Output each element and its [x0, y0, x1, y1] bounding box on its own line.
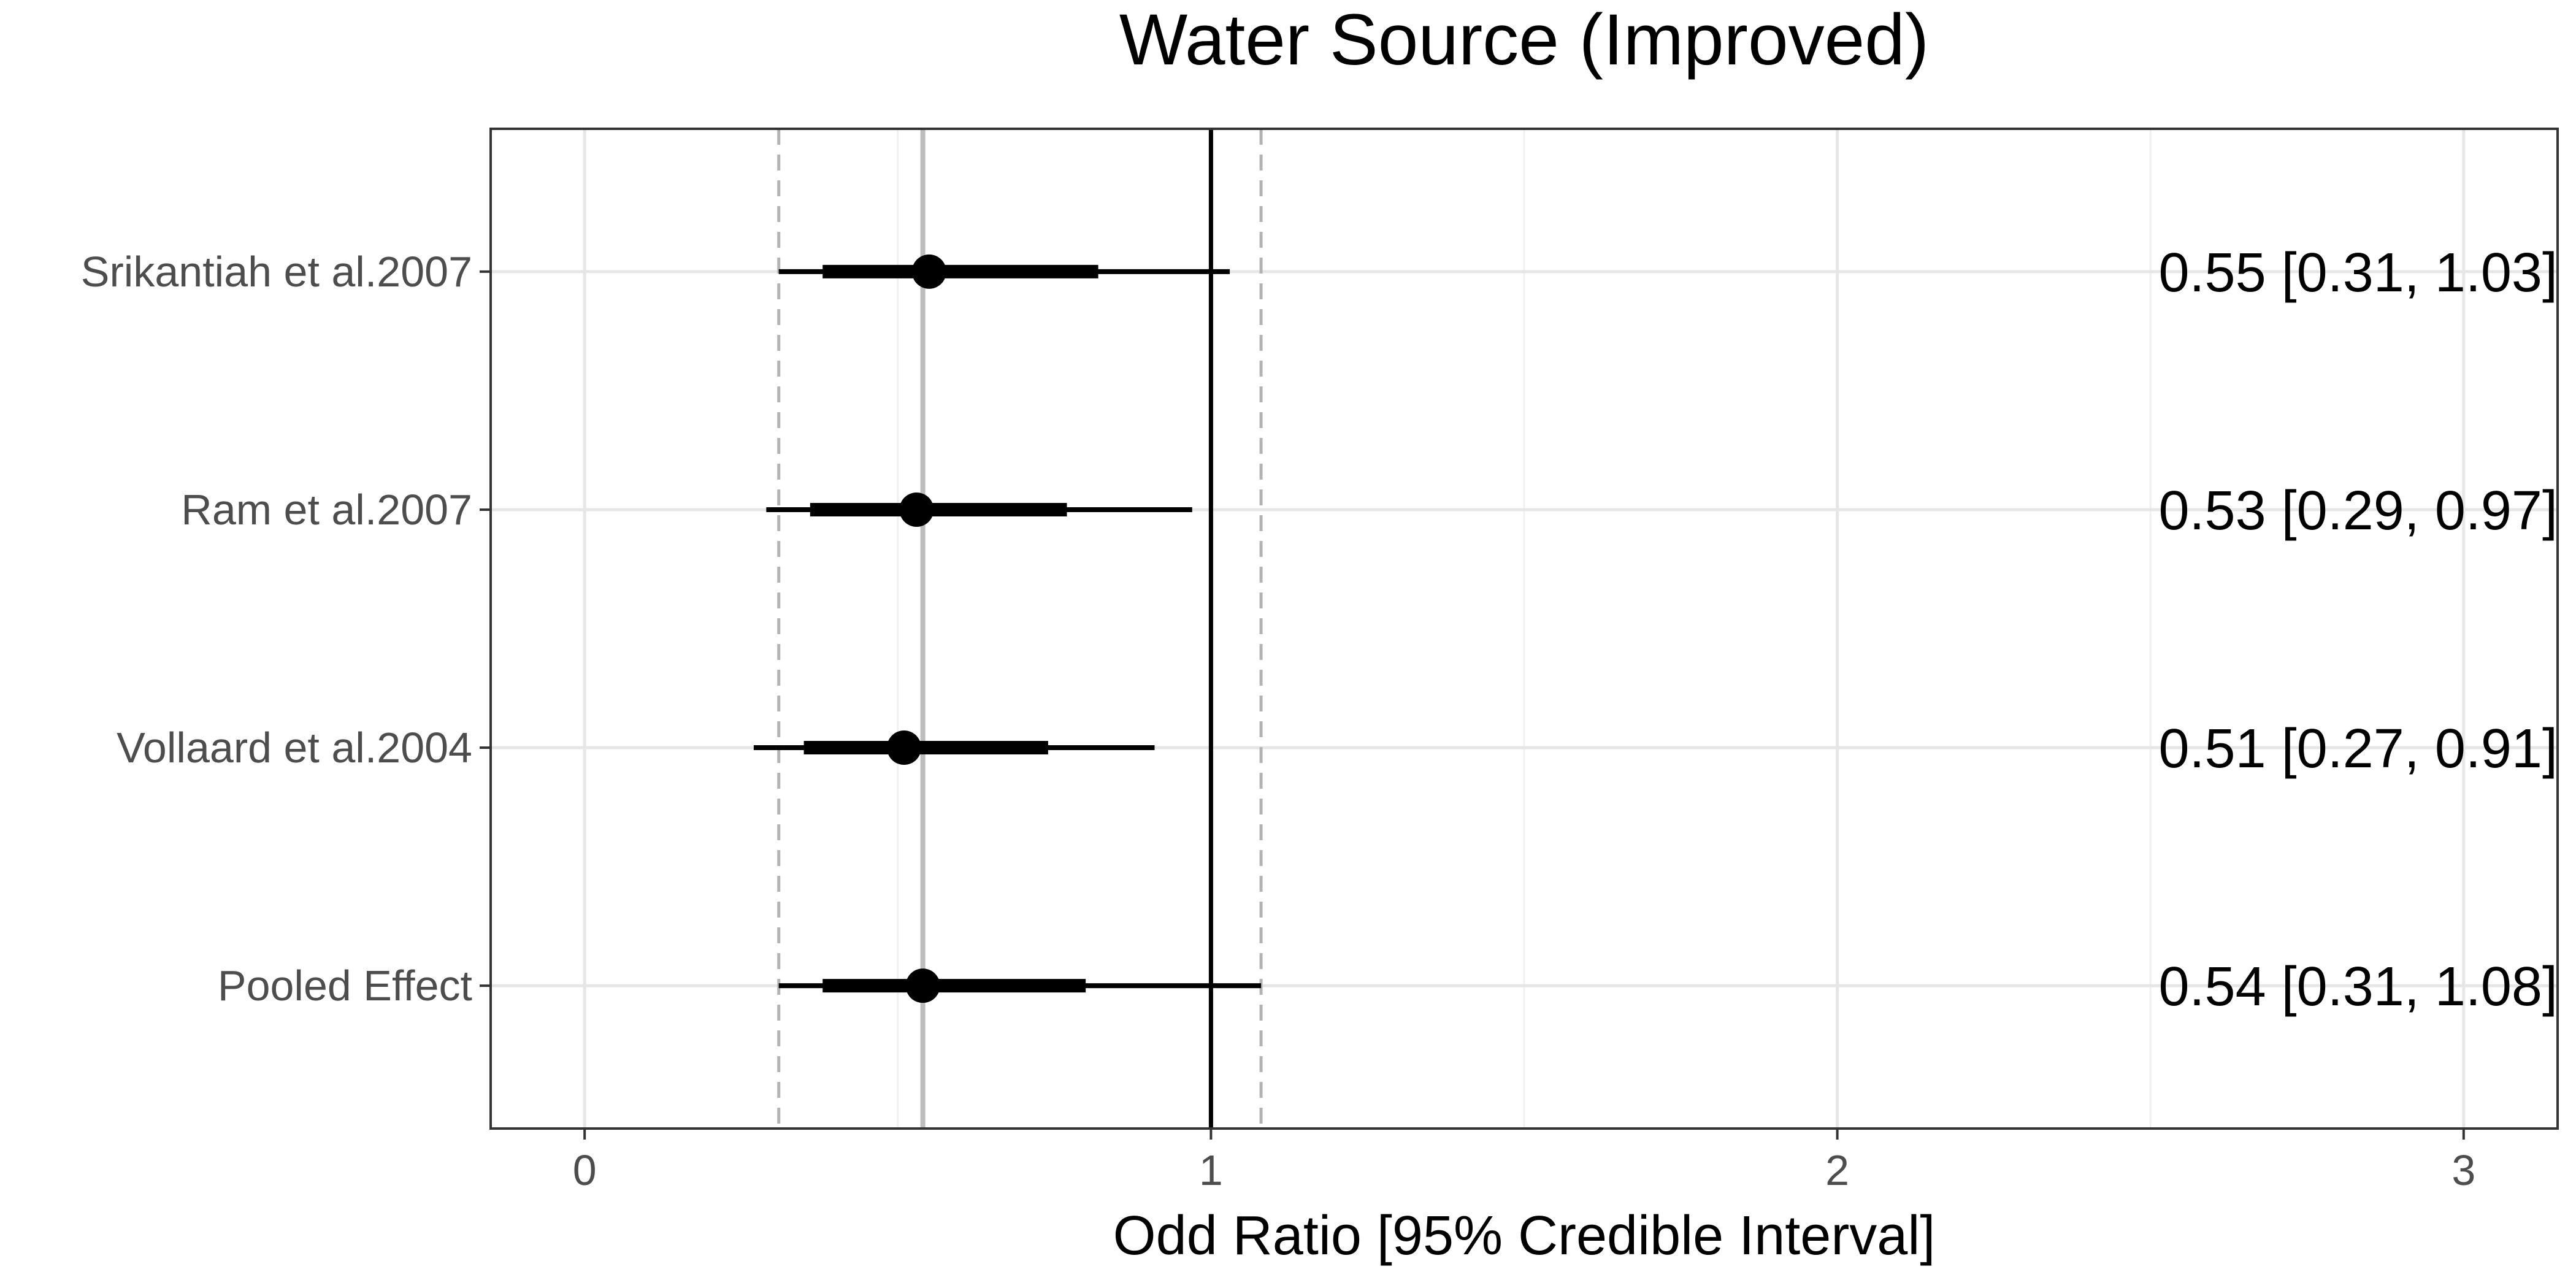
interval-annotation: 0.54 [0.31, 1.08] — [2158, 956, 2558, 1018]
point-estimate — [911, 254, 946, 289]
point-estimate — [899, 492, 934, 527]
forest-rows: 0.55 [0.31, 1.03] 0.53 [0.29, 0.97] 0.51 [… — [753, 242, 2558, 1018]
interval-annotation: 0.53 [0.29, 0.97] — [2158, 480, 2558, 542]
x-tick-label: 1 — [1199, 1146, 1223, 1194]
chart-title: Water Source (Improved) — [1119, 0, 1929, 80]
point-estimate — [905, 968, 940, 1003]
interval-annotation: 0.55 [0.31, 1.03] — [2158, 242, 2558, 304]
y-tick-label: Srikantiah et al.2007 — [81, 248, 472, 296]
x-tick-label: 0 — [573, 1146, 597, 1194]
interval-annotation: 0.51 [0.27, 0.91] — [2158, 718, 2558, 780]
y-tick-label: Pooled Effect — [218, 962, 472, 1010]
axes: 0 1 2 3 Srikantiah et al.2007 Ram et al.2007 V… — [81, 248, 2475, 1194]
reference-lines — [777, 129, 1263, 1129]
x-tick-label: 3 — [2451, 1146, 2475, 1194]
y-tick-label: Vollaard et al.2004 — [117, 724, 472, 772]
plot-border — [489, 128, 2559, 1130]
point-estimate — [887, 730, 921, 765]
x-tick-label: 2 — [1825, 1146, 1849, 1194]
y-tick-label: Ram et al.2007 — [181, 486, 472, 534]
x-axis-label: Odd Ratio [95% Credible Interval] — [1113, 1205, 1936, 1267]
